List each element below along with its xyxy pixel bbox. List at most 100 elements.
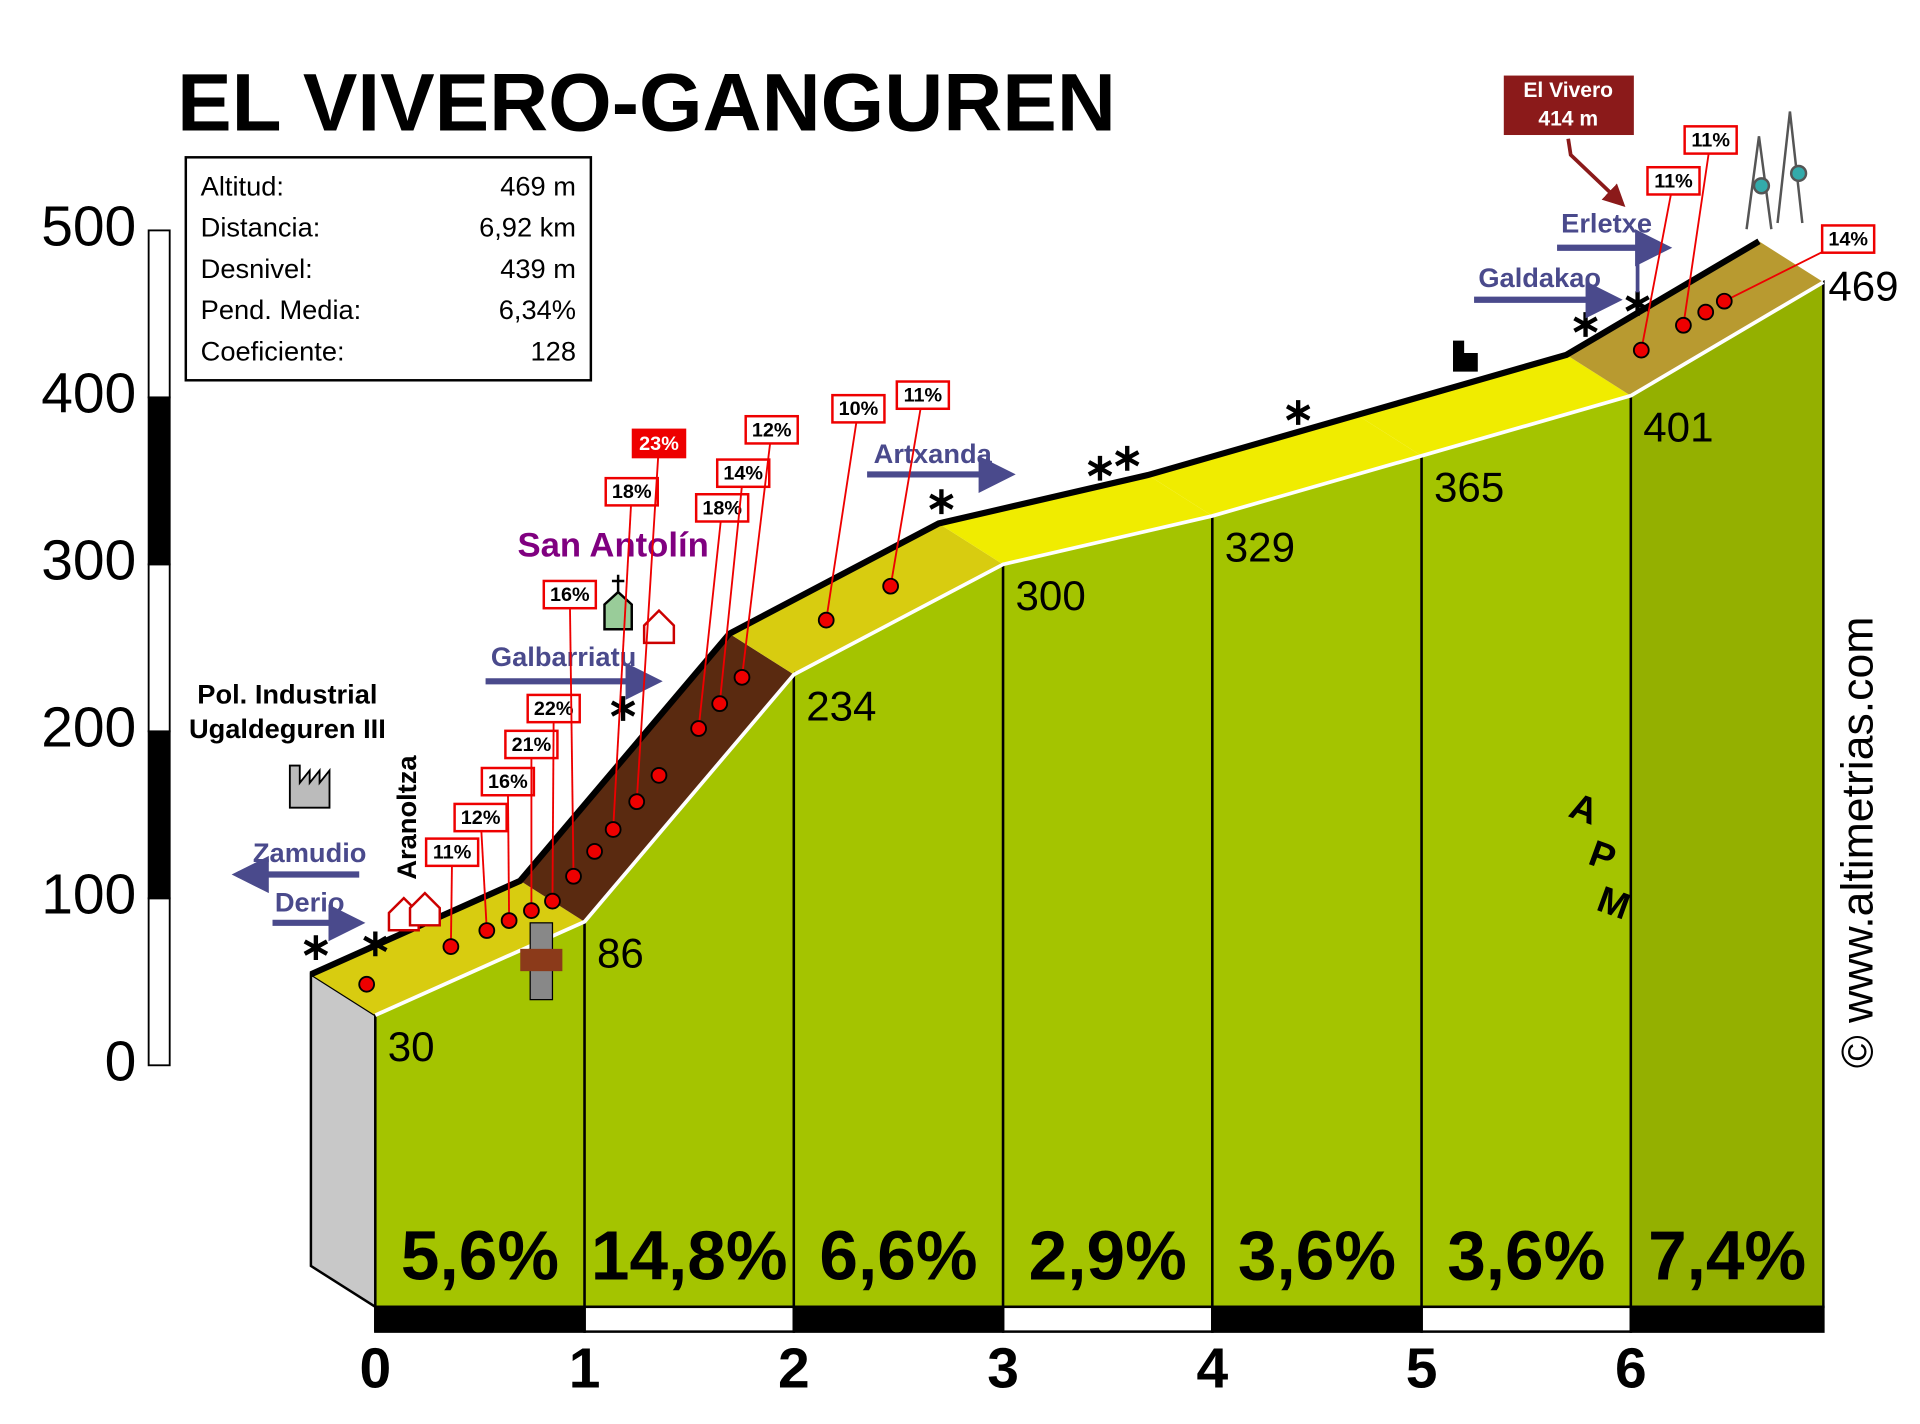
stats-box [184,156,593,382]
flag-stem [1640,180,1675,351]
road-front-edge [374,280,1825,1017]
y-tick-label: 0 [105,1029,137,1093]
flag-label: 11% [433,842,472,864]
flag-box [694,493,750,523]
profile-dot [358,975,376,993]
asterisk-icon [1285,400,1311,425]
profile-dot [442,938,460,955]
flag-stem [825,408,860,621]
flag-box [1646,165,1701,196]
x-tick-label: 0 [359,1337,391,1401]
flag-stem [889,394,924,587]
stat-value: 469 m [500,170,576,201]
place-label: Pol. Industrial [197,678,377,709]
x-tick-label: 4 [1197,1337,1229,1401]
flag-label: 11% [904,385,943,407]
summit-altitude: 414 m [1538,108,1598,131]
chart-title: EL VIVERO-GANGUREN [177,58,1116,149]
profile-dot [1632,341,1650,359]
flag-label: 16% [550,584,590,606]
elevation-label: 365 [1434,464,1504,511]
asterisk-icon [1087,455,1113,481]
flag-stem [741,429,773,678]
km-bar [792,1305,1005,1333]
asterisk-icon [610,696,636,721]
house-icon [642,608,676,645]
summit-pointer [1566,138,1626,207]
flag-box [424,837,480,868]
flag-label: 21% [512,734,552,756]
km-bar [1001,1305,1214,1333]
x-tick-label: 3 [987,1337,1019,1401]
credit: © www.altimetrias.com [1833,617,1882,1068]
elevation-label: 300 [1015,572,1085,619]
side-face [309,972,377,1310]
profile-dot [523,902,540,919]
antennas [1745,111,1808,230]
km-bar [583,1305,796,1333]
asterisk-icon [363,931,388,957]
profile-dot [604,821,622,838]
road-edge [309,238,1761,978]
place-label: San Antolín [517,527,708,565]
road-surface [1357,354,1631,456]
place-label: Galdakao [1478,262,1601,293]
stat-value: 439 m [500,253,576,284]
flag-stem [697,507,724,729]
place-label: Zamudio [253,837,367,868]
profile-dot [882,577,899,595]
y-tick-label: 100 [41,862,136,926]
flag-label: 12% [461,807,501,829]
km-bar [1211,1305,1423,1333]
flag-box [604,476,659,507]
asterisk-icon [1573,312,1598,337]
road-surface [1566,241,1824,396]
profile-dot [628,793,646,811]
asterisk-icon [1625,291,1650,316]
flag-label: 18% [612,481,652,503]
elevation-label: 30 [388,1023,435,1070]
profile-face [792,562,1005,1309]
flag-label: 23% [639,433,679,455]
segment-gradient: 5,6% [401,1216,559,1294]
elevation-label: 329 [1225,524,1295,571]
road-surface [1147,414,1422,516]
flag-label: 16% [488,771,528,793]
y-tick-label: 300 [41,528,136,592]
flag-box [744,414,799,445]
flag-box [715,458,771,489]
elevation-label: 234 [806,682,876,729]
y-tick-label: 500 [41,194,136,258]
profile-dot [817,611,835,629]
flag-stem [1682,139,1712,326]
profile-dot [500,912,518,929]
flag-label: 12% [752,419,792,441]
flag-box [1683,125,1738,155]
asterisk-icon [303,935,329,961]
factory-icon [288,764,331,809]
flag-box [831,393,886,424]
stat-label: Pend. Media: [201,294,362,325]
x-tick-label: 6 [1615,1337,1647,1401]
summit-name: El Vivero [1523,79,1613,102]
km-bar [1420,1305,1633,1333]
x-tick-label: 2 [778,1337,810,1401]
km-bar [1629,1305,1825,1333]
flag-stem [612,491,633,830]
profile-dot [711,695,729,713]
profile-dot [1715,292,1733,310]
segment-gradient: 6,6% [819,1216,977,1294]
asterisk-icon [1115,445,1140,471]
flag-box [1820,224,1876,254]
flag-label: 18% [702,497,742,519]
elevation-label: 401 [1643,404,1713,451]
stat-value: 128 [531,335,576,366]
segment-gradient: 2,9% [1029,1216,1187,1294]
stat-label: Distancia: [201,212,321,243]
place-label: Aranoltza [391,755,422,880]
profile-dot [544,892,561,910]
profile-dot [478,922,496,939]
scale-band [147,897,171,1067]
asterisk-icon [929,489,954,515]
